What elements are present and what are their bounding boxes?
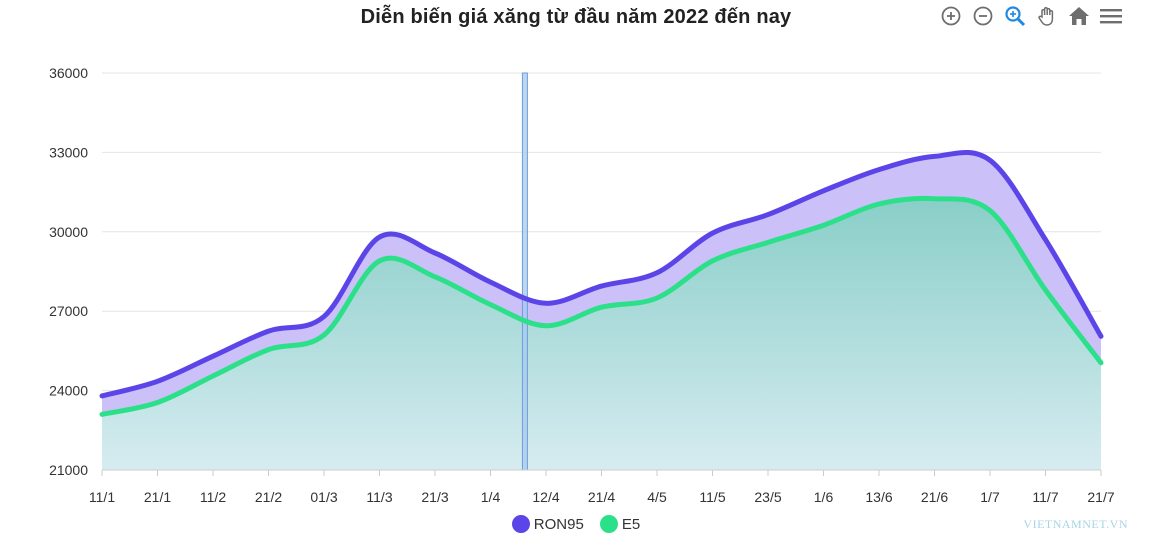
x-tick-label: 21/1: [144, 489, 171, 505]
data-point-ron95[interactable]: [655, 271, 659, 275]
data-point-ron95[interactable]: [156, 379, 160, 383]
data-point-e5[interactable]: [100, 412, 104, 416]
y-tick-label: 33000: [49, 144, 88, 160]
x-tick-label: 21/6: [921, 489, 948, 505]
data-point-e5[interactable]: [1044, 288, 1048, 292]
data-point-e5[interactable]: [211, 374, 215, 378]
legend-item-ron95[interactable]: RON95: [511, 515, 584, 533]
data-point-e5[interactable]: [156, 401, 160, 405]
data-point-ron95[interactable]: [711, 231, 715, 235]
data-point-ron95[interactable]: [933, 154, 937, 158]
data-point-e5[interactable]: [1099, 361, 1103, 365]
x-tick-label: 11/1: [89, 489, 115, 505]
data-point-e5[interactable]: [655, 296, 659, 300]
data-point-e5[interactable]: [489, 303, 493, 307]
data-point-ron95[interactable]: [877, 168, 881, 172]
x-tick-label: 01/3: [310, 489, 337, 505]
x-tick-label: 11/7: [1032, 489, 1058, 505]
data-point-e5[interactable]: [711, 259, 715, 263]
data-point-e5[interactable]: [822, 223, 826, 227]
chart-title: Diễn biến giá xăng từ đầu năm 2022 đến n…: [360, 6, 792, 28]
x-tick-label: 1/4: [481, 489, 501, 505]
x-tick-label: 13/6: [865, 489, 892, 505]
data-point-e5[interactable]: [378, 259, 382, 263]
series-area-e5: [102, 198, 1101, 470]
data-point-ron95[interactable]: [988, 158, 992, 162]
x-tick-label: 21/4: [588, 489, 615, 505]
data-point-ron95[interactable]: [489, 280, 493, 284]
legend-swatch-ron95: [511, 515, 530, 533]
watermark: VIETNAMNET.VN: [1023, 517, 1128, 531]
series-line-e5[interactable]: [99, 195, 1104, 417]
x-tick-label: 21/2: [255, 489, 282, 505]
chart-toolbar: [938, 4, 1124, 28]
data-point-e5[interactable]: [877, 202, 881, 206]
legend-item-e5[interactable]: E5: [599, 515, 641, 533]
y-tick-label: 36000: [49, 65, 88, 81]
data-point-e5[interactable]: [267, 348, 271, 352]
data-point-ron95[interactable]: [600, 284, 604, 288]
data-point-e5[interactable]: [600, 305, 604, 309]
x-tick-label: 11/3: [366, 489, 392, 505]
x-tick-label: 12/4: [532, 489, 559, 505]
zoom-select-icon[interactable]: [1002, 4, 1028, 28]
crosshair-bar: [521, 72, 528, 471]
data-point-e5[interactable]: [988, 209, 992, 213]
home-icon[interactable]: [1066, 4, 1092, 28]
x-tick-label: 1/6: [814, 489, 834, 505]
pan-icon[interactable]: [1034, 4, 1060, 28]
data-point-ron95[interactable]: [822, 189, 826, 193]
x-tick-label: 4/5: [647, 489, 667, 505]
data-point-ron95[interactable]: [211, 354, 215, 358]
x-tick-label: 11/5: [699, 489, 725, 505]
x-tick-label: 21/7: [1087, 489, 1114, 505]
zoom-out-icon[interactable]: [970, 4, 996, 28]
data-point-e5[interactable]: [433, 275, 437, 279]
x-tick-label: 21/3: [421, 489, 448, 505]
data-point-ron95[interactable]: [100, 394, 104, 398]
menu-icon[interactable]: [1098, 4, 1124, 28]
zoom-in-icon[interactable]: [938, 4, 964, 28]
series-line-ron95[interactable]: [99, 150, 1104, 399]
data-point-ron95[interactable]: [378, 235, 382, 239]
y-tick-label: 24000: [49, 383, 88, 399]
chart-legend: RON95 E5: [0, 515, 1152, 533]
y-tick-label: 21000: [49, 462, 88, 478]
legend-label-ron95: RON95: [533, 515, 584, 533]
x-tick-label: 1/7: [980, 489, 1000, 505]
data-point-ron95[interactable]: [322, 314, 326, 318]
data-point-ron95[interactable]: [267, 329, 271, 333]
data-point-ron95[interactable]: [766, 213, 770, 217]
y-tick-label: 27000: [49, 303, 88, 319]
data-point-e5[interactable]: [322, 333, 326, 337]
data-point-ron95[interactable]: [1044, 238, 1048, 242]
y-tick-label: 30000: [49, 224, 88, 240]
legend-label-e5: E5: [621, 515, 641, 533]
data-point-e5[interactable]: [766, 240, 770, 244]
legend-swatch-e5: [599, 515, 618, 533]
data-point-ron95[interactable]: [433, 251, 437, 255]
x-tick-label: 23/5: [754, 489, 781, 505]
data-point-ron95[interactable]: [1099, 334, 1103, 338]
data-point-ron95[interactable]: [544, 301, 548, 305]
data-point-e5[interactable]: [544, 324, 548, 328]
x-tick-label: 11/2: [200, 489, 226, 505]
data-point-e5[interactable]: [933, 197, 937, 201]
